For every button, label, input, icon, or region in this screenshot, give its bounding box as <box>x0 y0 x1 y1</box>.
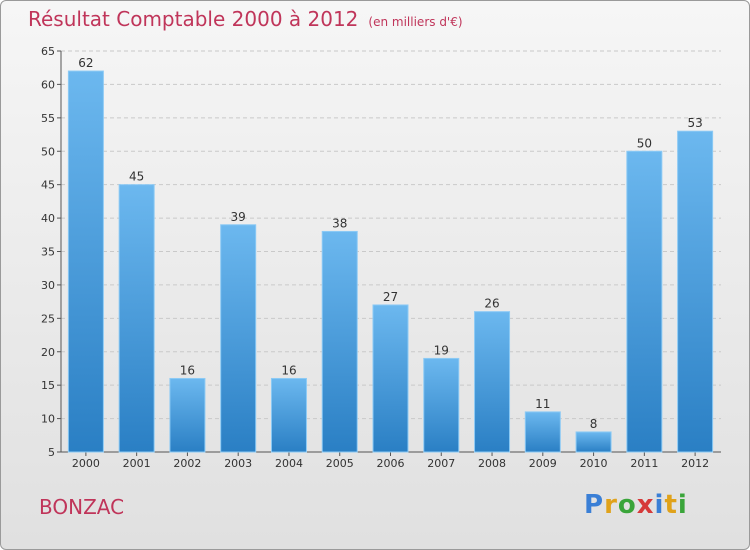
brand-logo: Proxiti <box>584 490 688 520</box>
x-tick-label: 2008 <box>478 457 506 470</box>
location-name: BONZAC <box>39 495 125 519</box>
value-label: 16 <box>281 363 296 377</box>
brand-letter: P <box>584 490 605 520</box>
x-tick-label: 2004 <box>275 457 303 470</box>
y-tick-label: 25 <box>41 312 55 325</box>
bar-2007 <box>423 357 460 453</box>
y-tick-label: 10 <box>41 413 55 426</box>
brand-letter: x <box>636 490 655 520</box>
bar-2001 <box>118 184 155 453</box>
bar-2009 <box>524 411 561 453</box>
brand-letter: o <box>617 490 637 520</box>
y-tick-label: 50 <box>41 145 55 158</box>
y-tick-label: 5 <box>48 446 55 459</box>
y-tick-label: 15 <box>41 379 55 392</box>
x-tick-label: 2003 <box>224 457 252 470</box>
bar-2005 <box>321 230 358 453</box>
y-tick-label: 55 <box>41 112 55 125</box>
bar-2011 <box>626 150 663 453</box>
chart-title: Résultat Comptable 2000 à 2012 (en millie… <box>28 7 463 31</box>
value-label: 8 <box>590 417 598 431</box>
value-label: 38 <box>332 216 347 230</box>
bar-2002 <box>169 377 206 453</box>
brand-letter: r <box>604 490 618 520</box>
x-tick-label: 2000 <box>72 457 100 470</box>
value-label: 50 <box>637 136 652 150</box>
x-tick-label: 2002 <box>173 457 201 470</box>
value-label: 26 <box>484 297 499 311</box>
x-tick-label: 2001 <box>123 457 151 470</box>
value-label: 53 <box>687 116 702 130</box>
bar-2010 <box>575 431 612 453</box>
bar-2012 <box>677 130 714 453</box>
y-tick-label: 60 <box>41 78 55 91</box>
chart-subtitle: (en milliers d'€) <box>368 15 463 29</box>
y-tick-label: 45 <box>41 179 55 192</box>
bar-2000 <box>67 70 104 453</box>
value-label: 39 <box>231 210 246 224</box>
x-tick-label: 2009 <box>529 457 557 470</box>
x-tick-label: 2011 <box>630 457 658 470</box>
bar-2003 <box>220 224 257 453</box>
bar-2006 <box>372 304 409 453</box>
value-label: 45 <box>129 170 144 184</box>
x-tick-label: 2010 <box>580 457 608 470</box>
bar-2008 <box>474 311 511 453</box>
brand-letter: i <box>654 490 665 520</box>
brand-letter: t <box>664 490 678 520</box>
y-tick-label: 65 <box>41 45 55 58</box>
y-tick-label: 40 <box>41 212 55 225</box>
chart-title-text: Résultat Comptable 2000 à 2012 <box>28 7 359 31</box>
x-tick-label: 2005 <box>326 457 354 470</box>
x-tick-label: 2012 <box>681 457 709 470</box>
bar-2004 <box>270 377 307 453</box>
y-tick-label: 30 <box>41 279 55 292</box>
y-tick-label: 35 <box>41 246 55 259</box>
value-label: 19 <box>434 343 449 357</box>
value-label: 62 <box>78 56 93 70</box>
y-tick-label: 20 <box>41 346 55 359</box>
x-tick-label: 2007 <box>427 457 455 470</box>
value-label: 11 <box>535 397 550 411</box>
x-tick-label: 2006 <box>377 457 405 470</box>
value-label: 16 <box>180 363 195 377</box>
brand-letter: i <box>677 490 688 520</box>
value-label: 27 <box>383 290 398 304</box>
